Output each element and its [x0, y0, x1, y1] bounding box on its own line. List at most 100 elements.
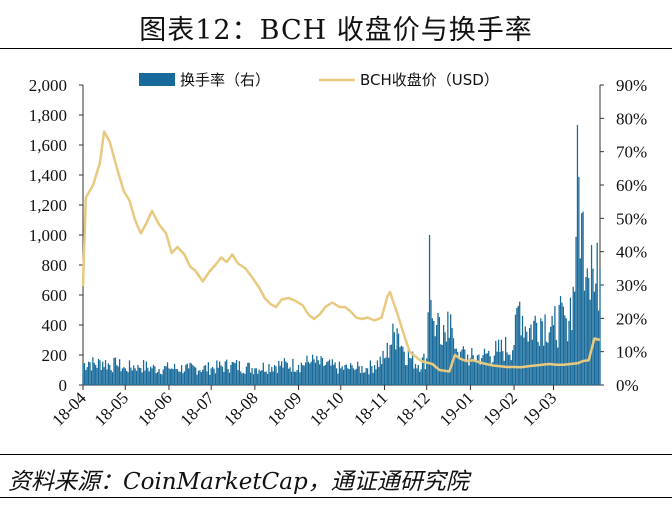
turnover-bar [596, 242, 598, 385]
turnover-bar [293, 371, 295, 385]
turnover-bar [576, 125, 579, 385]
turnover-bar [388, 357, 390, 385]
turnover-bar [528, 328, 531, 385]
turnover-bar [389, 345, 391, 385]
turnover-bar [402, 346, 404, 385]
x-tick-label: 18-11 [350, 388, 391, 429]
turnover-bar [327, 361, 329, 385]
turnover-bar [417, 365, 419, 385]
turnover-bar [373, 365, 376, 385]
chart-title: 图表12：BCH 收盘价与换手率 [139, 15, 533, 46]
turnover-bar [96, 367, 98, 385]
turnover-bar [461, 349, 463, 385]
turnover-bar [279, 365, 281, 385]
turnover-bar [465, 360, 467, 385]
turnover-bar [466, 354, 469, 385]
turnover-bar [504, 336, 507, 385]
turnover-bar [217, 367, 219, 385]
turnover-bar [288, 368, 290, 385]
turnover-bar [551, 315, 553, 385]
chart-canvas: 0 200 400 600 800 1,000 1,200 1,400 1,600 1,800 2,… [29, 71, 647, 430]
turnover-bar [169, 369, 171, 385]
turnover-bar [292, 358, 294, 385]
turnover-bar [111, 372, 114, 385]
y-left-tick-label: 1,200 [29, 196, 67, 215]
turnover-bar [590, 245, 593, 385]
turnover-bar [140, 367, 142, 385]
turnover-bar [95, 365, 97, 385]
turnover-bar [109, 365, 111, 385]
turnover-bar [507, 354, 510, 385]
turnover-bar [423, 353, 425, 385]
turnover-bar [151, 368, 153, 385]
turnover-bar [127, 372, 129, 385]
turnover-bar [309, 363, 311, 385]
turnover-bar [107, 363, 109, 385]
y-right-tick-label: 80% [616, 109, 647, 128]
turnover-bar [362, 372, 364, 385]
y-right-tick-label: 10% [616, 343, 647, 362]
turnover-bar [310, 361, 312, 385]
turnover-bar [502, 351, 504, 385]
turnover-bar [121, 368, 124, 385]
x-tick-label: 19-02 [479, 388, 520, 429]
turnover-bar [155, 373, 157, 385]
turnover-bar [307, 361, 310, 385]
turnover-bar [142, 359, 145, 385]
turnover-bar [435, 325, 438, 385]
turnover-bar [527, 341, 529, 385]
turnover-bar [271, 366, 273, 385]
turnover-bar [304, 362, 307, 385]
turnover-bar [268, 364, 270, 385]
turnover-bar [381, 364, 383, 385]
turnover-bar [451, 327, 453, 385]
turnover-bar [361, 365, 363, 385]
y-left-tick-label: 1,000 [29, 226, 67, 245]
turnover-bar [552, 325, 555, 385]
turnover-bar [116, 365, 118, 385]
turnover-bar [438, 317, 441, 385]
x-tick-label: 18-08 [220, 388, 261, 429]
turnover-bar [352, 368, 355, 385]
turnover-bar [426, 358, 428, 385]
turnover-bar [341, 366, 343, 385]
turnover-bar [351, 365, 353, 385]
turnover-bar [514, 314, 517, 385]
turnover-bar [441, 345, 443, 385]
turnover-bar [235, 360, 238, 385]
turnover-bar [574, 291, 576, 385]
turnover-bar [283, 358, 286, 385]
turnover-bar [499, 351, 501, 385]
turnover-bar [392, 323, 394, 385]
turnover-bar [390, 344, 393, 385]
turnover-bar [185, 364, 187, 385]
turnover-bar [180, 365, 183, 385]
turnover-bar [130, 367, 132, 385]
turnover-bar [228, 372, 231, 385]
turnover-bar [404, 365, 407, 385]
turnover-bar [93, 362, 95, 385]
turnover-bar [280, 361, 283, 385]
turnover-bar [344, 364, 346, 385]
turnover-bar [578, 176, 580, 385]
turnover-bar [247, 362, 249, 385]
turnover-bar [323, 366, 325, 385]
turnover-bar [440, 344, 442, 385]
turnover-bar [313, 359, 315, 385]
turnover-bar [523, 337, 525, 385]
turnover-bar [168, 368, 170, 385]
turnover-bar [182, 373, 184, 385]
turnover-bar [395, 349, 397, 385]
turnover-bar [335, 368, 338, 385]
turnover-bar [92, 357, 94, 385]
x-tick-label: 18-04 [48, 388, 90, 430]
turnover-bar [126, 370, 128, 385]
turnover-bar [258, 369, 260, 385]
y-right-tick-label: 20% [616, 309, 647, 328]
turnover-bar [144, 370, 146, 385]
turnover-bar [299, 372, 301, 385]
turnover-bar [223, 371, 225, 385]
turnover-bar [259, 371, 262, 385]
turnover-bar [569, 297, 572, 385]
turnover-bar [82, 365, 84, 385]
